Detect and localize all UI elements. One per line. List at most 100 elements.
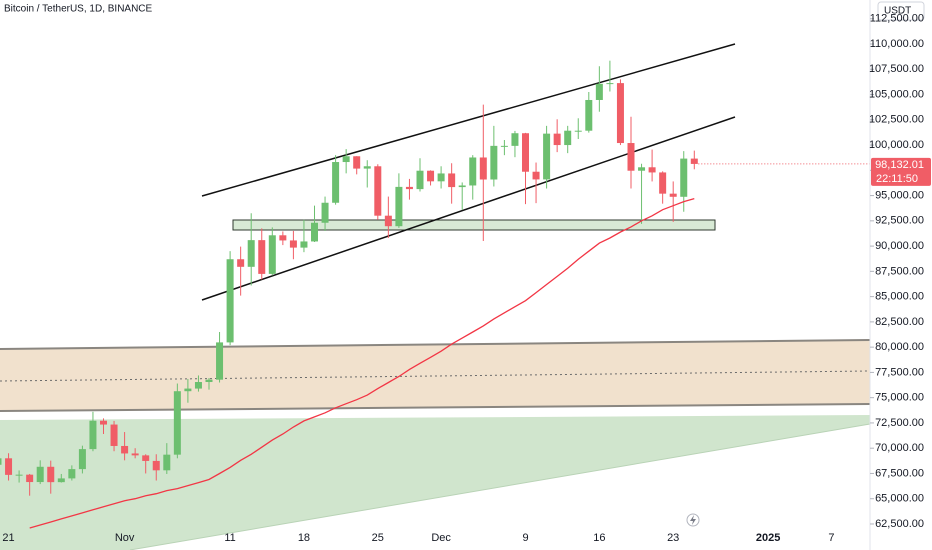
candle-body [627,143,635,171]
y-tick-label: 85,000.00 [875,291,924,303]
y-tick-label: 100,000.00 [869,139,924,151]
x-tick-label: 18 [298,532,310,544]
y-tick-label: 107,500.00 [869,63,924,75]
range-mid [0,370,871,382]
candle-body [89,420,97,450]
candle-body [659,172,667,194]
chart-title: Bitcoin / TetherUS, 1D, BINANCE [4,4,153,15]
candle-body [268,235,276,274]
y-tick-label: 72,500.00 [875,417,924,429]
candle-body [0,458,2,465]
candle-body [279,235,287,241]
x-tick-label: 21 [2,532,14,544]
candle-body [5,458,13,475]
y-tick-label: 82,500.00 [875,316,924,328]
x-tick-label: 25 [372,532,384,544]
y-tick-label: 112,500.00 [870,13,924,25]
candle-body [68,469,76,479]
candle-body [574,130,582,132]
support-box [232,219,716,231]
y-tick-label: 65,000.00 [875,493,924,505]
candle-body [152,460,160,471]
candle-body [216,342,224,380]
candle-body [585,99,593,131]
candle-body [564,130,572,146]
candle-body [142,455,150,461]
series [0,60,870,529]
y-tick-label: 70,000.00 [875,442,924,454]
candle-body [669,193,677,197]
candle-body [258,240,266,274]
candle-body [311,222,318,242]
candle-body [163,454,171,471]
candle-body [342,156,350,163]
candle-body [321,202,329,223]
candle-body [300,241,308,248]
channel-bottom [201,116,736,301]
countdown: 22:11:50 [876,173,918,185]
x-tick-label: Dec [431,532,451,544]
candle-body [374,166,382,216]
candle-body [363,166,371,169]
price-label-box [871,157,931,186]
candle-body [690,158,698,164]
candle-body [194,382,202,389]
candle-body [448,173,456,188]
support-zone [0,415,870,550]
candle-body [395,186,403,227]
candle-body [121,445,129,454]
candle-body [638,167,646,171]
moving-average [29,197,695,529]
y-tick-label: 62,500.00 [875,518,924,530]
candle-body [522,133,529,172]
candle-body [595,83,603,100]
channel-top [201,43,736,197]
x-tick-label: 9 [522,532,528,544]
candle-body [490,145,498,180]
candle-body [26,474,34,483]
candle-body [36,466,44,483]
y-tick-label: 110,000.00 [870,38,924,50]
candle-body [416,170,424,190]
candle-body [606,83,614,85]
candle-body [427,170,435,182]
candle-body [680,158,688,197]
y-tick-label: 90,000.00 [875,240,924,252]
candle-body [78,449,86,470]
candle-body [289,240,297,248]
y-tick-label: 67,500.00 [875,467,924,479]
candle-body [173,391,181,455]
candle-body [469,157,477,186]
x-tick-label: 7 [828,532,834,544]
candle-body [226,259,234,343]
candle-body [15,474,23,476]
candle-body [616,83,624,144]
candle-body [57,478,65,483]
y-tick-label: 102,500.00 [869,114,924,126]
candle-body [332,162,340,203]
y-tick-label: 92,500.00 [875,215,924,227]
candle-body [100,420,107,425]
currency: USDT [884,6,911,17]
x-tick-label: 2025 [756,532,780,544]
y-tick-label: 80,000.00 [875,341,924,353]
candle-body [543,133,551,180]
event-icon-bolt [690,515,696,525]
x-tick-label: 16 [593,532,605,544]
candle-body [353,156,361,169]
candle-body [47,466,55,483]
x-tick-label: 11 [224,532,235,544]
candle-body [458,185,466,188]
candle-body [479,157,487,180]
price-axis: USDT 62,500.00 65,000.00 67,500.00 70,000.0… [869,0,925,550]
candle-body [500,145,508,147]
candle-body [184,388,192,392]
y-tick-label: 95,000.00 [875,189,924,201]
y-tick-label: 105,000.00 [869,88,924,100]
candle-body [205,379,213,383]
price-label: 98,132.01 [875,159,924,171]
range-bottom [0,403,871,412]
candle-body [532,171,540,180]
zone-edge [129,423,871,550]
x-tick-label: 23 [667,532,679,544]
